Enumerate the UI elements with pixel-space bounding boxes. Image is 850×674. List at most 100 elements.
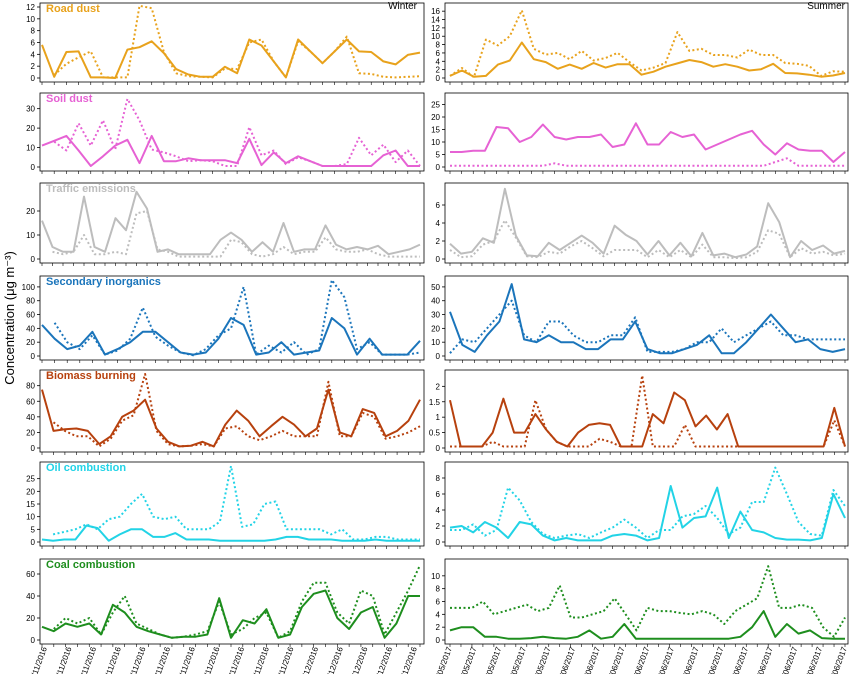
series-solid-line: [450, 122, 846, 163]
panel-title: Coal combustion: [46, 559, 136, 571]
x-date-label: 25/05/2017: [456, 645, 478, 674]
y-tick-label: 2: [436, 382, 441, 391]
y-tick-label: 40: [26, 324, 35, 333]
y-tick-label: 2: [436, 623, 441, 632]
panel-frame: [39, 369, 425, 453]
panel-oil-combustion-winter: 0 5 10 15 20 25 Oil combustion: [26, 461, 425, 549]
series-solid-line: [41, 317, 421, 356]
x-date-label: 06/06/2017: [605, 645, 627, 674]
y-tick-label: 0: [436, 352, 441, 361]
panel-traffic-emissions-winter: 0 10 20 Traffic emissions: [26, 182, 425, 266]
x-date-label: 10/06/2017: [654, 645, 676, 674]
panel-title: Secondary inorganics: [46, 276, 161, 288]
y-tick-label: 0.5: [429, 429, 441, 438]
panel-title: Soil dust: [46, 93, 93, 105]
panel-soil-dust-summer: 0 5 10 15 20 25: [431, 92, 849, 174]
y-tick-label: 60: [26, 570, 35, 579]
panel-secondary-inorganics-winter: 0 20 40 60 80 100 Secondary inorganics: [22, 275, 425, 363]
y-tick-label: 40: [26, 592, 35, 601]
series-dashed-line: [53, 97, 421, 167]
y-tick-label: 15: [26, 500, 35, 509]
y-tick-label: 20: [431, 324, 440, 333]
y-tick-label: 0: [436, 636, 441, 645]
y-tick-label: 8: [436, 585, 441, 594]
series-dashed-line: [450, 374, 846, 448]
y-tick-label: 6: [436, 49, 441, 58]
x-date-label: 08/12/2016: [372, 645, 394, 674]
panel-coal-combustion-winter: 0 20 40 60 Coal combustion: [26, 558, 425, 647]
y-tick-label: 0: [31, 352, 36, 361]
y-tick-label: 8: [31, 27, 36, 36]
panel-oil-combustion-summer: 0 2 4 6 8: [436, 461, 849, 549]
x-date-label: 14/11/2016: [76, 645, 98, 674]
panel-biomass-burning-winter: 0 20 40 60 80 Biomass burning: [26, 369, 425, 455]
series-solid-line: [449, 283, 846, 355]
panel-frame: [444, 92, 849, 172]
y-tick-label: 50: [431, 283, 440, 292]
y-tick-label: 14: [431, 16, 440, 25]
y-tick-label: 0: [436, 163, 441, 172]
x-date-label: 22/06/2017: [802, 645, 824, 674]
series-dashed-line: [450, 157, 845, 167]
y-tick-label: 25: [431, 101, 440, 110]
y-tick-label: 10: [431, 32, 440, 41]
y-tick-label: 0: [31, 538, 36, 547]
y-tick-label: 10: [26, 231, 35, 240]
series-solid-line: [41, 38, 421, 79]
y-tick-label: 6: [436, 201, 441, 210]
series-dashed-line: [53, 4, 421, 79]
y-tick-label: 2: [436, 66, 441, 75]
x-date-label: 04/12/2016: [323, 645, 345, 674]
y-tick-label: 12: [431, 24, 440, 33]
x-date-label: 10/12/2016: [397, 645, 419, 674]
y-tick-label: 4: [436, 610, 441, 619]
y-tick-label: 0: [31, 163, 36, 172]
x-date-label: 14/06/2017: [703, 645, 725, 674]
x-date-label: 23/05/2017: [432, 645, 454, 674]
x-date-label: 10/11/2016: [27, 645, 49, 674]
panel-frame: [444, 369, 849, 453]
panel-title: Traffic emissions: [46, 183, 136, 195]
panel-traffic-emissions-summer: 0 2 4 6: [436, 182, 849, 266]
series-dashed-line: [52, 210, 420, 258]
panel-secondary-inorganics-summer: 0 10 20 30 40 50: [431, 275, 849, 363]
y-tick-label: 60: [26, 397, 35, 406]
panel-title: Road dust: [46, 3, 100, 15]
y-tick-label: 0: [31, 444, 36, 453]
y-tick-label: 4: [31, 50, 36, 59]
series-dashed-line: [52, 465, 420, 541]
series-solid-line: [449, 610, 845, 640]
x-date-label: 08/06/2017: [629, 645, 651, 674]
x-date-label: 02/12/2016: [298, 645, 320, 674]
series-solid-line: [449, 485, 846, 542]
x-date-label: 31/05/2017: [531, 645, 553, 674]
y-tick-label: 20: [26, 487, 35, 496]
panel-coal-combustion-summer: 0 2 4 6 8 10: [431, 558, 849, 647]
x-date-label: 26/11/2016: [224, 645, 246, 674]
y-tick-label: 16: [431, 7, 440, 16]
x-date-label: 28/11/2016: [249, 645, 271, 674]
x-date-label: 29/05/2017: [506, 645, 528, 674]
y-tick-label: 10: [26, 15, 35, 24]
series-solid-line: [449, 391, 846, 448]
panel-road-dust-winter: 0 2 4 6 8 10 12 Road dust: [26, 2, 425, 85]
y-tick-label: 2: [31, 62, 36, 71]
y-tick-label: 4: [436, 219, 441, 228]
panel-biomass-burning-summer: 0 0.5 1 1.5 2: [429, 369, 849, 455]
series-solid-line: [41, 134, 420, 167]
y-tick-label: 10: [431, 572, 440, 581]
x-date-label: 16/06/2017: [728, 645, 750, 674]
x-date-label: 24/11/2016: [200, 645, 222, 674]
x-date-label: 24/06/2017: [827, 645, 849, 674]
series-dashed-line: [53, 279, 421, 357]
panel-frame: [39, 182, 425, 264]
y-tick-label: 20: [26, 207, 35, 216]
y-tick-label: 10: [26, 144, 35, 153]
y-tick-label: 80: [26, 382, 35, 391]
panel-frame: [444, 2, 849, 83]
series-solid-line: [41, 589, 420, 639]
x-date-label: 20/11/2016: [150, 645, 172, 674]
panel-title: Biomass burning: [46, 370, 136, 382]
